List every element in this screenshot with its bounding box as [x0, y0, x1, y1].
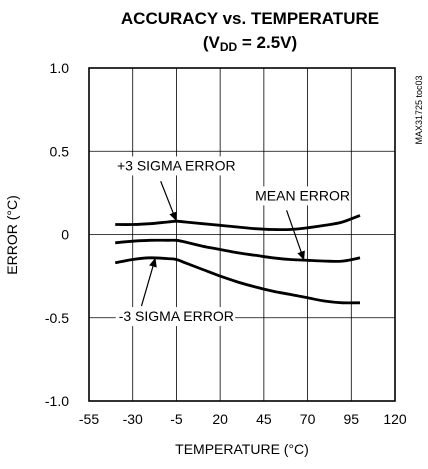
x-tick-label: -30 — [123, 411, 143, 427]
x-tick-label: 70 — [300, 411, 316, 427]
x-tick-label: -55 — [79, 411, 99, 427]
y-tick-labels: 1.0 0.5 0 -0.5 -1.0 — [45, 60, 69, 409]
chart-title-subscript: DD — [220, 40, 238, 54]
annotation-arrow — [140, 257, 157, 307]
chart-title-line2: (VDD = 2.5V) — [203, 33, 297, 54]
y-tick-label: 1.0 — [50, 60, 70, 76]
annotation-background — [252, 186, 340, 206]
x-axis-label: TEMPERATURE (°C) — [175, 441, 309, 457]
y-tick-label: -0.5 — [45, 310, 69, 326]
annotation-arrow — [286, 210, 305, 261]
chart-title-suffix: = 2.5V) — [237, 33, 297, 52]
chart-title-prefix: (V — [203, 33, 221, 52]
annotation-label: MEAN ERROR — [255, 187, 350, 203]
x-tick-labels: -55 -30 -5 20 45 70 95 120 — [79, 411, 407, 427]
x-tick-label: -5 — [170, 411, 183, 427]
x-tick-label: 45 — [256, 411, 272, 427]
x-tick-label: 95 — [343, 411, 359, 427]
annotation-background — [115, 307, 236, 327]
chart-title-line1: ACCURACY vs. TEMPERATURE — [121, 9, 379, 28]
series-line-plus-3-sigma-error — [115, 214, 361, 232]
y-axis-label: ERROR (°C) — [4, 195, 20, 274]
plot-frame — [88, 67, 396, 402]
annotation-label: -3 SIGMA ERROR — [119, 308, 234, 324]
side-figure-id: MAX31725 toc03 — [414, 75, 424, 144]
x-tick-label: 120 — [383, 411, 407, 427]
series-lines — [114, 214, 361, 305]
annotation-label: +3 SIGMA ERROR — [117, 157, 236, 173]
grid-lines — [89, 68, 395, 401]
y-tick-label: 0 — [61, 227, 69, 243]
plot-border — [88, 67, 396, 402]
y-tick-label: 0.5 — [50, 143, 70, 159]
y-tick-label: -1.0 — [45, 393, 69, 409]
series-line-mean-error — [115, 238, 361, 263]
annotation-arrow — [160, 181, 177, 222]
x-tick-label: 20 — [212, 411, 228, 427]
annotation-background — [113, 156, 234, 176]
annotations: +3 SIGMA ERROR MEAN ERROR -3 SIGMA ERROR — [113, 156, 350, 327]
series-line-minus-3-sigma-error — [114, 256, 361, 305]
